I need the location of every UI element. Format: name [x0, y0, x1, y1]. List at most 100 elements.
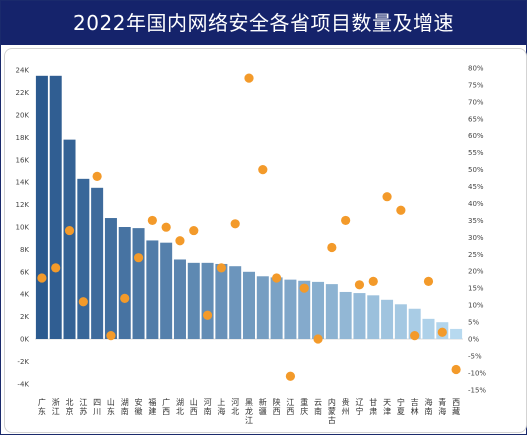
scatter-point: [341, 215, 351, 226]
category-label: 辽宁: [355, 398, 363, 416]
left-axis-tick-label: 4K: [20, 291, 29, 299]
scatter-point: [133, 253, 144, 263]
bar: [408, 308, 421, 339]
scatter-point: [147, 215, 157, 226]
scatter-point: [327, 242, 337, 253]
bar: [187, 262, 200, 339]
bar: [242, 271, 256, 339]
bar: [353, 293, 366, 339]
category-label: 重庆: [300, 397, 308, 416]
category-label: 天津: [383, 398, 391, 416]
category-label: 广东: [38, 397, 46, 416]
left-axis-tick-label: 24K: [16, 67, 30, 75]
left-axis-tick-label: -2K: [17, 358, 29, 366]
scatter-point: [437, 327, 447, 337]
scatter-point: [230, 219, 240, 229]
bar: [146, 240, 159, 339]
scatter-point: [106, 331, 116, 341]
bar: [422, 318, 435, 339]
bar: [104, 218, 117, 339]
scatter-point: [272, 273, 282, 283]
bar: [132, 228, 145, 339]
category-label: 湖南: [121, 398, 129, 416]
scatter-point: [51, 263, 61, 273]
left-axis-tick-label: 10K: [16, 224, 30, 232]
category-label: 陕西: [273, 397, 281, 416]
right-axis-tick-label: 5%: [468, 319, 479, 327]
right-axis-tick-label: -15%: [468, 386, 486, 394]
scatter-point: [64, 225, 75, 236]
right-axis-tick-label: 55%: [468, 149, 484, 157]
category-label: 青海: [438, 397, 446, 416]
right-axis-tick-label: 45%: [468, 183, 484, 191]
scatter-point: [37, 273, 47, 283]
category-label: 四川: [93, 398, 101, 416]
bar: [201, 262, 214, 339]
bar: [325, 284, 338, 339]
category-label: 云南: [314, 398, 322, 416]
bar: [91, 187, 104, 339]
right-axis-tick-label: 25%: [468, 251, 484, 259]
category-label: 吉林: [411, 398, 419, 416]
scatter-point: [423, 276, 434, 287]
scatter-point: [368, 276, 378, 287]
category-label: 新疆: [259, 397, 267, 416]
right-axis-tick-label: -5%: [468, 352, 482, 360]
right-axis-tick-label: 40%: [468, 200, 484, 208]
scatter-point: [175, 236, 185, 246]
scatter-point: [244, 73, 254, 83]
category-label: 北京: [66, 398, 74, 416]
bar: [284, 279, 297, 339]
right-axis-tick-label: 75%: [468, 81, 484, 89]
left-axis-tick-label: 12K: [16, 201, 30, 209]
left-axis-tick-label: 22K: [16, 89, 30, 97]
bar: [381, 299, 394, 339]
category-label: 内蒙古: [328, 397, 336, 425]
category-label: 河南: [204, 397, 212, 416]
category-label: 山东: [107, 397, 115, 416]
scatter-point: [120, 293, 130, 303]
scatter-point: [78, 297, 88, 307]
category-label: 湖北: [176, 398, 184, 416]
bar: [63, 139, 76, 339]
bar: [312, 281, 325, 339]
left-axis-tick-label: 14K: [16, 179, 30, 187]
chart-title: 2022年国内网络安全各省项目数量及增速: [1, 1, 526, 45]
right-axis-tick-label: 10%: [468, 302, 484, 310]
bar: [298, 280, 311, 339]
category-label: 广西: [162, 397, 170, 416]
scatter-point: [299, 283, 309, 293]
scatter-point: [313, 334, 323, 344]
left-axis-tick-label: 6K: [20, 268, 29, 276]
scatter-point: [396, 205, 406, 215]
bar: [339, 291, 352, 339]
bar: [160, 242, 173, 339]
scatter-point: [451, 364, 461, 375]
right-axis-tick-label: 0%: [468, 336, 479, 344]
bar: [215, 263, 228, 339]
right-axis-tick-label: 80%: [468, 64, 484, 72]
category-label: 黑龙江: [245, 398, 253, 425]
right-axis-tick-label: -10%: [468, 369, 486, 377]
category-label: 西藏: [452, 398, 460, 416]
right-axis-tick-label: 20%: [468, 268, 484, 276]
left-axis-tick-label: 18K: [16, 134, 30, 142]
left-axis-tick-label: 2K: [20, 313, 29, 321]
scatter-point: [161, 222, 171, 232]
bar: [450, 328, 463, 339]
right-axis-tick-label: 35%: [468, 217, 484, 225]
scatter-point: [92, 171, 102, 181]
bar: [118, 227, 131, 339]
scatter-point: [258, 165, 268, 175]
category-label: 福建: [148, 398, 156, 416]
left-axis-tick-label: 8K: [20, 246, 29, 254]
category-label: 河北: [231, 397, 239, 416]
left-axis-tick-label: 16K: [16, 156, 30, 164]
right-axis-tick-label: 60%: [468, 132, 484, 140]
category-label: 贵州: [342, 397, 350, 416]
scatter-point: [382, 192, 392, 202]
right-axis-tick-label: 50%: [468, 166, 484, 174]
category-label: 海南: [424, 397, 432, 416]
left-axis-tick-label: 20K: [16, 112, 30, 120]
